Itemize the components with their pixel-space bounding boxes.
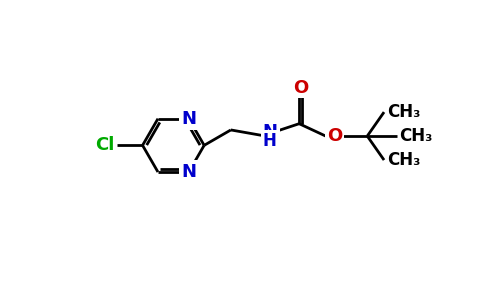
Text: N: N xyxy=(182,163,196,181)
Text: N: N xyxy=(182,110,196,128)
Text: CH₃: CH₃ xyxy=(387,103,421,121)
Text: N: N xyxy=(263,123,278,141)
Text: CH₃: CH₃ xyxy=(387,151,421,169)
Text: O: O xyxy=(327,127,343,145)
Text: Cl: Cl xyxy=(95,136,114,154)
Text: CH₃: CH₃ xyxy=(400,127,433,145)
Text: O: O xyxy=(293,79,308,97)
Text: H: H xyxy=(263,132,276,150)
